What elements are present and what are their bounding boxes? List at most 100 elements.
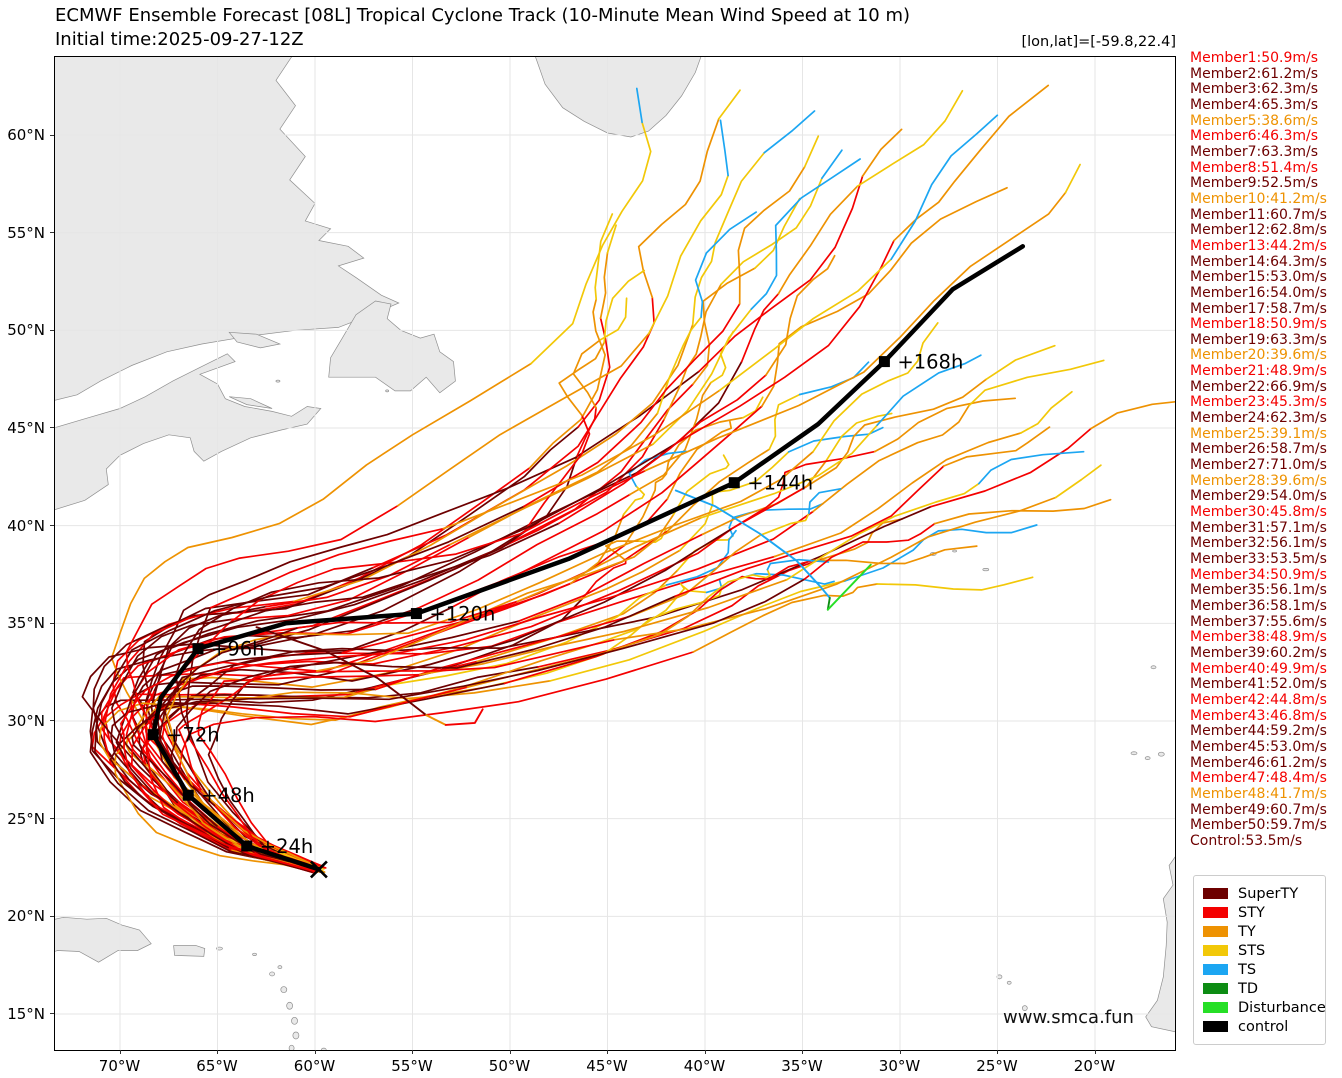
member-wind-item: Member21:48.9m/s [1190,363,1327,380]
legend-label: STS [1238,942,1266,959]
forecast-hour-marker [878,356,890,368]
legend-item-td: TD [1203,979,1325,998]
cursor-position-readout: [lon,lat]=[-59.8,22.4] [1021,34,1177,50]
ensemble-track [144,487,842,868]
member-wind-item: Member11:60.7m/s [1190,206,1327,223]
lon-tick-mark [899,1050,901,1054]
forecast-hour-marker [728,477,740,489]
forecast-hour-label: +144h [747,472,813,495]
lat-tick-label: 25°N [7,809,45,828]
forecast-hour-label: +168h [897,351,963,374]
lon-tick-label: 45°W [586,1057,628,1075]
member-wind-item: Member24:62.3m/s [1190,410,1327,427]
legend-label: TS [1238,961,1257,978]
member-wind-item: Member9:52.5m/s [1190,175,1319,192]
member-wind-item: Member38:48.9m/s [1190,629,1327,646]
lon-tick-label: 20°W [1073,1057,1116,1075]
chart-title: ECMWF Ensemble Forecast [08L] Tropical C… [55,5,911,26]
member-wind-item: Member34:50.9m/s [1190,566,1327,583]
member-wind-item: Member23:45.3m/s [1190,394,1327,411]
lon-tick-label: 60°W [293,1057,336,1075]
legend-item-ty: TY [1203,922,1325,941]
member-wind-item: Member22:66.9m/s [1190,378,1327,395]
forecast-hour-label: +72h [166,724,220,747]
legend-swatch-ty [1203,926,1228,937]
lon-tick-mark [314,1050,316,1054]
member-wind-item: Member15:53.0m/s [1190,269,1327,286]
member-wind-item: Member49:60.7m/s [1190,801,1327,818]
lon-tick-label: 25°W [976,1057,1018,1075]
legend-item-disturbance: Disturbance [1203,998,1326,1017]
lat-tick-mark [50,427,54,429]
forecast-hour-marker [147,729,159,741]
member-wind-item: Member35:56.1m/s [1190,582,1327,599]
forecast-hour-marker [182,789,194,801]
member-wind-item: Member29:54.0m/s [1190,488,1327,505]
control-track: +24h +48h +72h +96h +120h +144h +168h [147,244,1026,879]
member-wind-item: Member4:65.3m/s [1190,96,1319,113]
member-wind-item: Member20:39.6m/s [1190,347,1327,364]
ensemble-track [170,426,1051,872]
lat-tick-mark [50,525,54,527]
legend-swatch-sts [1203,945,1228,956]
member-wind-item: Member32:56.1m/s [1190,535,1327,552]
member-wind-list: Member1:50.9m/s Member2:61.2m/s Member3:62… [1190,50,1340,849]
start-position-x-marker [309,860,328,879]
member-wind-item: Member40:49.9m/s [1190,660,1327,677]
lat-tick-mark [50,622,54,624]
lon-tick-label: 65°W [196,1057,238,1075]
legend-label: Disturbance [1238,999,1326,1016]
member-wind-item: Member7:63.3m/s [1190,143,1319,160]
intensity-legend: SuperTY STY TY STS TS TD Disturbance control [1193,875,1326,1045]
lon-tick-label: 35°W [781,1057,823,1075]
member-wind-item: Member43:46.8m/s [1190,707,1327,724]
member-wind-item: Member33:53.5m/s [1190,551,1327,567]
member-wind-item: Member30:45.8m/s [1190,504,1327,521]
legend-label: TY [1238,923,1256,940]
legend-item-superty: SuperTY [1203,884,1325,903]
lon-tick-mark [119,1050,121,1054]
member-wind-item: Member27:71.0m/s [1190,457,1327,474]
ensemble-track [145,128,903,870]
member-wind-item: Member44:59.2m/s [1190,723,1327,740]
lat-tick-label: 15°N [7,1004,45,1023]
member-wind-item: Member1:50.9m/s [1190,50,1319,66]
track-map: +24h +48h +72h +96h +120h +144h +168h [29,50,1214,1070]
member-wind-item: Member28:39.6m/s [1190,472,1327,489]
member-wind-item: Member25:39.1m/s [1190,425,1327,442]
lon-tick-mark [802,1050,803,1054]
member-wind-item: Control:53.5m/s [1190,832,1303,849]
forecast-hour-marker [241,840,253,852]
member-wind-item: Member41:52.0m/s [1190,676,1327,693]
lat-tick-mark [50,134,54,136]
lat-tick-mark [50,1013,54,1015]
ensemble-track [157,354,982,870]
legend-swatch-ts [1203,964,1228,975]
lon-tick-label: 55°W [391,1057,433,1075]
initial-time-label: Initial time:2025-09-27-12Z [55,29,304,50]
landmass-layer [29,50,1193,1070]
legend-swatch-control [1203,1021,1228,1032]
legend-item-control: control [1203,1017,1325,1036]
ensemble-track [197,450,1085,869]
member-wind-item: Member2:61.2m/s [1190,65,1319,82]
latitude-axis: 15°N 20°N 25°N 30°N 35°N 40°N 45°N 50°N 55°N 60°N [0,56,54,1050]
lon-tick-label: 50°W [488,1057,531,1075]
member-wind-item: Member3:62.3m/s [1190,81,1319,98]
member-wind-item: Member50:59.7m/s [1190,817,1327,834]
legend-item-sty: STY [1203,903,1325,922]
lon-tick-label: 30°W [878,1057,921,1075]
forecast-hour-marker [192,643,204,655]
member-wind-item: Member39:60.2m/s [1190,644,1327,661]
lat-tick-label: 30°N [7,711,45,730]
legend-swatch-sty [1203,907,1228,918]
member-wind-item: Member26:58.7m/s [1190,441,1327,458]
forecast-hour-marker [410,608,422,620]
legend-swatch-disturbance [1203,1002,1228,1013]
member-wind-item: Member31:57.1m/s [1190,519,1327,536]
weakening-track [674,489,872,611]
lat-tick-mark [50,720,54,722]
forecast-hour-label: +120h [429,603,495,626]
grid-lines [55,57,1175,1050]
lat-tick-label: 20°N [7,907,45,926]
